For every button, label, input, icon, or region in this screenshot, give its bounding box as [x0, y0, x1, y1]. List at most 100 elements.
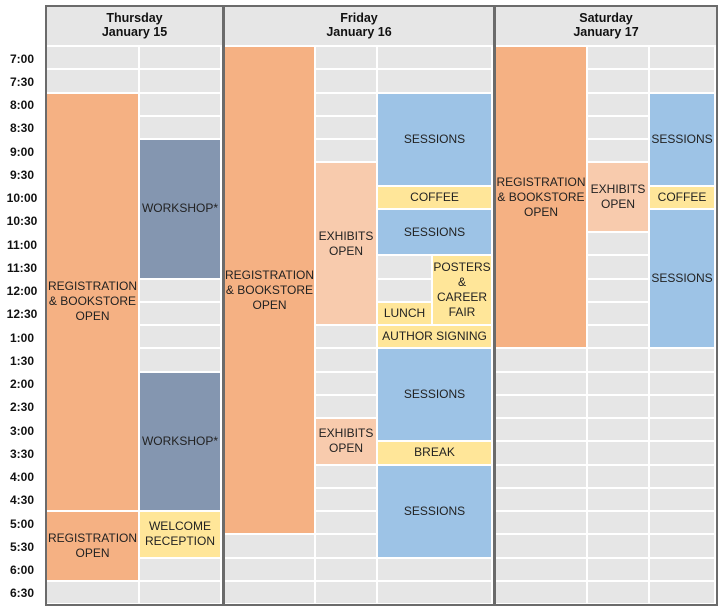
time-label: 6:00: [9, 563, 35, 578]
empty-cell: [316, 512, 378, 536]
empty-cell: [316, 116, 378, 140]
empty-cell: [316, 581, 378, 605]
empty-cell: [496, 512, 588, 536]
empty-cell: [650, 558, 716, 582]
event-friday-posters-career-fair[interactable]: POSTERS & CAREER FAIR: [433, 256, 493, 326]
day-name: Saturday: [579, 11, 633, 25]
event-thursday-welcome-reception[interactable]: WELCOME RECEPTION: [140, 512, 222, 559]
day-name: Friday: [340, 11, 378, 25]
empty-cell: [316, 558, 378, 582]
event-saturday-registration-bookstore[interactable]: REGISTRATION & BOOKSTORE OPEN: [496, 47, 588, 350]
empty-cell: [316, 93, 378, 117]
event-friday-registration-bookstore[interactable]: REGISTRATION & BOOKSTORE OPEN: [225, 47, 316, 536]
empty-cell: [378, 70, 493, 94]
event-saturday-sessions-2[interactable]: SESSIONS: [650, 209, 716, 350]
time-label: 5:00: [9, 516, 35, 531]
empty-cell: [588, 395, 650, 419]
empty-cell: [316, 535, 378, 559]
event-friday-lunch[interactable]: LUNCH: [378, 302, 433, 326]
time-label: 2:00: [9, 377, 35, 392]
empty-cell: [588, 256, 650, 280]
event-saturday-exhibits[interactable]: EXHIBITS OPEN: [588, 163, 650, 233]
empty-cell: [588, 488, 650, 512]
time-label: 9:30: [9, 167, 35, 182]
empty-cell: [378, 581, 493, 605]
event-friday-break[interactable]: BREAK: [378, 442, 493, 466]
empty-cell: [140, 302, 222, 326]
empty-cell: [588, 419, 650, 443]
empty-cell: [225, 535, 316, 559]
event-friday-exhibits-morning[interactable]: EXHIBITS OPEN: [316, 163, 378, 326]
empty-cell: [496, 535, 588, 559]
event-thursday-workshop-afternoon[interactable]: WORKSHOP*: [140, 372, 222, 512]
time-label: 2:30: [9, 400, 35, 415]
empty-cell: [140, 326, 222, 350]
empty-cell: [650, 349, 716, 373]
day-date: January 16: [326, 25, 392, 39]
time-label: 8:30: [9, 121, 35, 136]
time-label: 7:00: [9, 51, 35, 66]
event-thursday-workshop-morning[interactable]: WORKSHOP*: [140, 140, 222, 280]
event-friday-exhibits-afternoon[interactable]: EXHIBITS OPEN: [316, 419, 378, 466]
event-friday-coffee[interactable]: COFFEE: [378, 186, 493, 210]
time-label: 1:00: [9, 330, 35, 345]
time-label: 1:30: [9, 353, 35, 368]
event-saturday-sessions-1[interactable]: SESSIONS: [650, 93, 716, 187]
event-friday-sessions-2[interactable]: SESSIONS: [378, 209, 493, 257]
empty-cell: [588, 512, 650, 536]
time-label: 12:00: [6, 284, 38, 299]
empty-cell: [650, 47, 716, 71]
empty-cell: [316, 326, 378, 350]
empty-cell: [650, 535, 716, 559]
empty-cell: [140, 93, 222, 117]
empty-cell: [588, 326, 650, 350]
day-header-saturday: Saturday January 17: [496, 5, 716, 47]
event-thursday-registration-bookstore[interactable]: REGISTRATION & BOOKSTORE OPEN: [47, 93, 140, 512]
empty-cell: [650, 395, 716, 419]
time-label: 10:30: [6, 214, 38, 229]
empty-cell: [140, 279, 222, 303]
empty-cell: [496, 419, 588, 443]
day-name: Thursday: [106, 11, 163, 25]
empty-cell: [316, 70, 378, 94]
empty-cell: [316, 395, 378, 419]
empty-cell: [47, 581, 140, 605]
empty-cell: [588, 47, 650, 71]
empty-cell: [588, 442, 650, 466]
empty-cell: [650, 372, 716, 396]
empty-cell: [316, 140, 378, 164]
empty-cell: [378, 279, 433, 303]
empty-cell: [588, 349, 650, 373]
time-label: 10:00: [6, 191, 38, 206]
empty-cell: [588, 140, 650, 164]
event-saturday-coffee[interactable]: COFFEE: [650, 186, 716, 210]
event-friday-author-signing[interactable]: AUTHOR SIGNING: [378, 326, 493, 350]
empty-cell: [588, 465, 650, 489]
empty-cell: [316, 349, 378, 373]
empty-cell: [588, 581, 650, 605]
empty-cell: [588, 535, 650, 559]
time-label: 5:30: [9, 539, 35, 554]
event-thursday-registration-evening[interactable]: REGISTRATION OPEN: [47, 512, 140, 582]
empty-cell: [588, 372, 650, 396]
empty-cell: [588, 70, 650, 94]
event-friday-sessions-4[interactable]: SESSIONS: [378, 465, 493, 559]
empty-cell: [140, 116, 222, 140]
empty-cell: [496, 488, 588, 512]
empty-cell: [496, 558, 588, 582]
empty-cell: [588, 558, 650, 582]
empty-cell: [496, 372, 588, 396]
empty-cell: [588, 116, 650, 140]
time-label: 11:00: [6, 237, 38, 252]
time-label: 11:30: [6, 260, 38, 275]
empty-cell: [650, 581, 716, 605]
time-label: 4:00: [9, 470, 35, 485]
empty-cell: [496, 395, 588, 419]
time-label: 12:30: [6, 307, 38, 322]
empty-cell: [316, 372, 378, 396]
event-friday-sessions-1[interactable]: SESSIONS: [378, 93, 493, 187]
empty-cell: [650, 419, 716, 443]
event-friday-sessions-3[interactable]: SESSIONS: [378, 349, 493, 443]
day-date: January 15: [101, 25, 168, 39]
